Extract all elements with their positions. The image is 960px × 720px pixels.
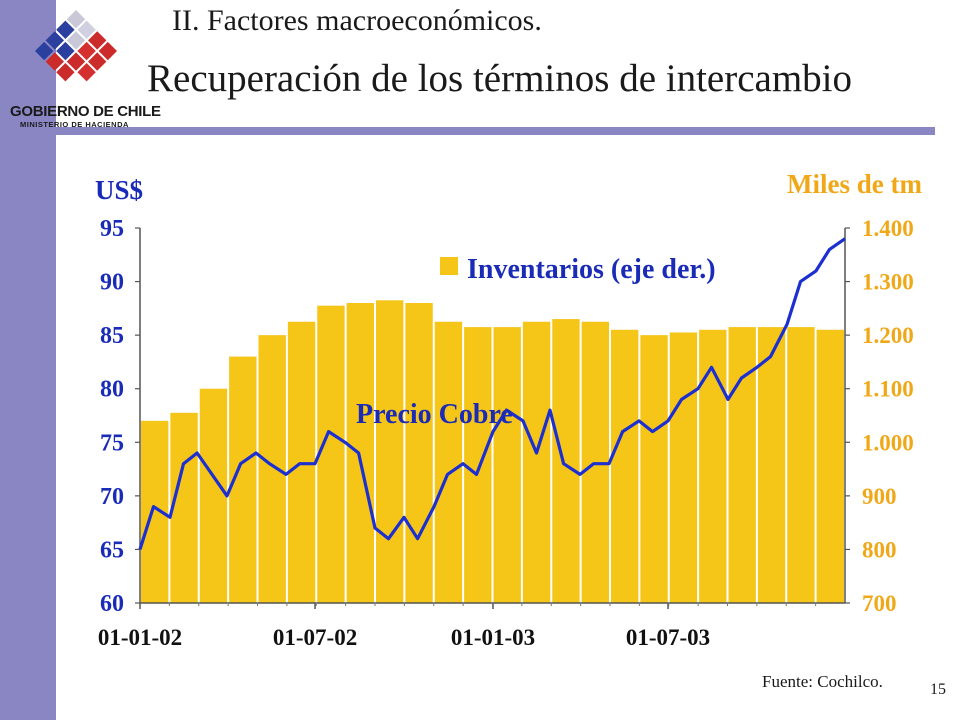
inventory-bar xyxy=(346,303,374,603)
inventory-bar xyxy=(669,332,698,603)
logo-subtitle: MINISTERIO DE HACIENDA xyxy=(20,120,129,129)
inventory-bar xyxy=(522,321,551,603)
slide-title: Recuperación de los términos de intercam… xyxy=(147,57,853,100)
inventory-bars xyxy=(141,300,844,603)
inventory-bar xyxy=(552,319,580,603)
inventory-bar xyxy=(493,327,521,603)
inventory-bar xyxy=(728,327,756,603)
inventory-bar xyxy=(199,388,228,603)
inventory-bar xyxy=(170,412,198,603)
right-tick-label: 800 xyxy=(862,537,897,562)
section-heading: II. Factores macroeconómicos. xyxy=(172,4,542,37)
inventory-bar xyxy=(611,329,639,603)
left-tick-label: 65 xyxy=(100,537,124,563)
left-tick-label: 90 xyxy=(100,270,124,296)
right-tick-label: 1.200 xyxy=(862,323,914,348)
series-label-precio-cobre: Precio Cobre xyxy=(356,399,513,430)
inventory-bar xyxy=(376,300,404,603)
copper-price-inventory-chart: 60 65 70 75 80 85 90 95 700 800 900 1.000 1.100 1.200… xyxy=(95,169,923,650)
gobierno-de-chile-logo xyxy=(8,2,158,132)
x-tick-label: 01-07-02 xyxy=(273,625,357,650)
inventory-bar xyxy=(464,327,492,603)
inventory-bar xyxy=(640,335,668,603)
inventory-bar xyxy=(434,321,463,603)
right-tick-label: 900 xyxy=(862,484,897,509)
x-tick-label: 01-07-03 xyxy=(626,625,710,650)
left-tick-label: 95 xyxy=(100,216,124,242)
right-tick-label: 1.300 xyxy=(862,270,914,295)
source-note: Fuente: Cochilco. xyxy=(762,672,883,691)
logo-diamond-grid-icon xyxy=(34,10,118,82)
left-tick-label: 70 xyxy=(100,484,124,510)
left-axis-label: US$ xyxy=(95,175,143,205)
inventory-bar xyxy=(317,305,345,603)
inventory-bar xyxy=(405,303,433,603)
inventory-bar xyxy=(757,327,786,603)
right-axis-label: Miles de tm xyxy=(787,169,922,199)
left-tick-label: 85 xyxy=(100,323,124,349)
page-number: 15 xyxy=(930,681,946,698)
inventory-bar xyxy=(816,329,844,603)
left-tick-label: 75 xyxy=(100,430,124,456)
title-underline-band xyxy=(30,127,935,135)
x-tick-label: 01-01-02 xyxy=(98,625,182,650)
right-tick-label: 1.100 xyxy=(862,377,914,402)
slide-sidebar-band xyxy=(0,0,56,720)
inventory-bar xyxy=(787,327,815,603)
left-tick-label: 80 xyxy=(100,377,124,403)
chart-axes: 60 65 70 75 80 85 90 95 700 800 900 1.000 1.100 1.200… xyxy=(98,216,914,650)
logo-name: GOBIERNO DE CHILE xyxy=(10,103,161,120)
inventory-bar xyxy=(258,335,286,603)
right-tick-label: 700 xyxy=(862,591,897,616)
left-tick-label: 60 xyxy=(100,591,124,617)
x-tick-label: 01-01-03 xyxy=(451,625,535,650)
legend-label-inventarios: Inventarios (eje der.) xyxy=(467,254,716,285)
right-tick-label: 1.400 xyxy=(862,216,914,241)
right-tick-label: 1.000 xyxy=(862,430,914,455)
inventory-bar xyxy=(699,329,727,603)
copper-price-line xyxy=(138,237,846,550)
legend-swatch-inventarios xyxy=(440,257,458,275)
